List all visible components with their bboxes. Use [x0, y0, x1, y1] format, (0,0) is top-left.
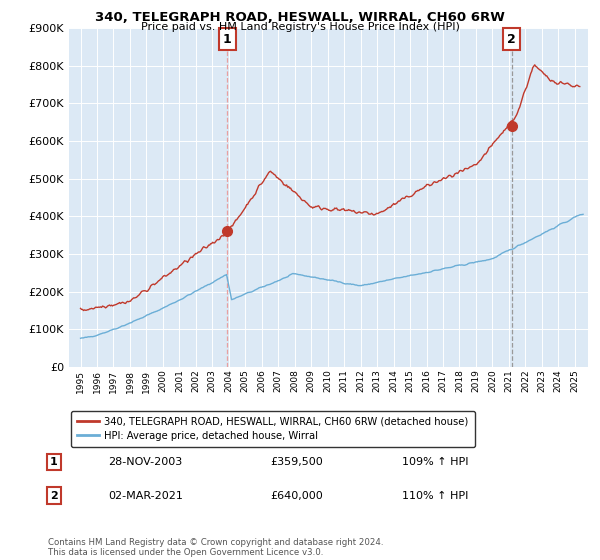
Text: Price paid vs. HM Land Registry's House Price Index (HPI): Price paid vs. HM Land Registry's House …: [140, 22, 460, 32]
Text: Contains HM Land Registry data © Crown copyright and database right 2024.
This d: Contains HM Land Registry data © Crown c…: [48, 538, 383, 557]
Text: 02-MAR-2021: 02-MAR-2021: [108, 491, 183, 501]
Text: 2: 2: [508, 33, 516, 46]
Text: 340, TELEGRAPH ROAD, HESWALL, WIRRAL, CH60 6RW: 340, TELEGRAPH ROAD, HESWALL, WIRRAL, CH…: [95, 11, 505, 24]
Text: 28-NOV-2003: 28-NOV-2003: [108, 457, 182, 467]
Text: 109% ↑ HPI: 109% ↑ HPI: [402, 457, 469, 467]
Text: 110% ↑ HPI: 110% ↑ HPI: [402, 491, 469, 501]
Text: 2: 2: [50, 491, 58, 501]
Text: 1: 1: [223, 33, 232, 46]
Text: 1: 1: [50, 457, 58, 467]
Text: £640,000: £640,000: [270, 491, 323, 501]
Text: £359,500: £359,500: [270, 457, 323, 467]
Legend: 340, TELEGRAPH ROAD, HESWALL, WIRRAL, CH60 6RW (detached house), HPI: Average pr: 340, TELEGRAPH ROAD, HESWALL, WIRRAL, CH…: [71, 411, 475, 447]
